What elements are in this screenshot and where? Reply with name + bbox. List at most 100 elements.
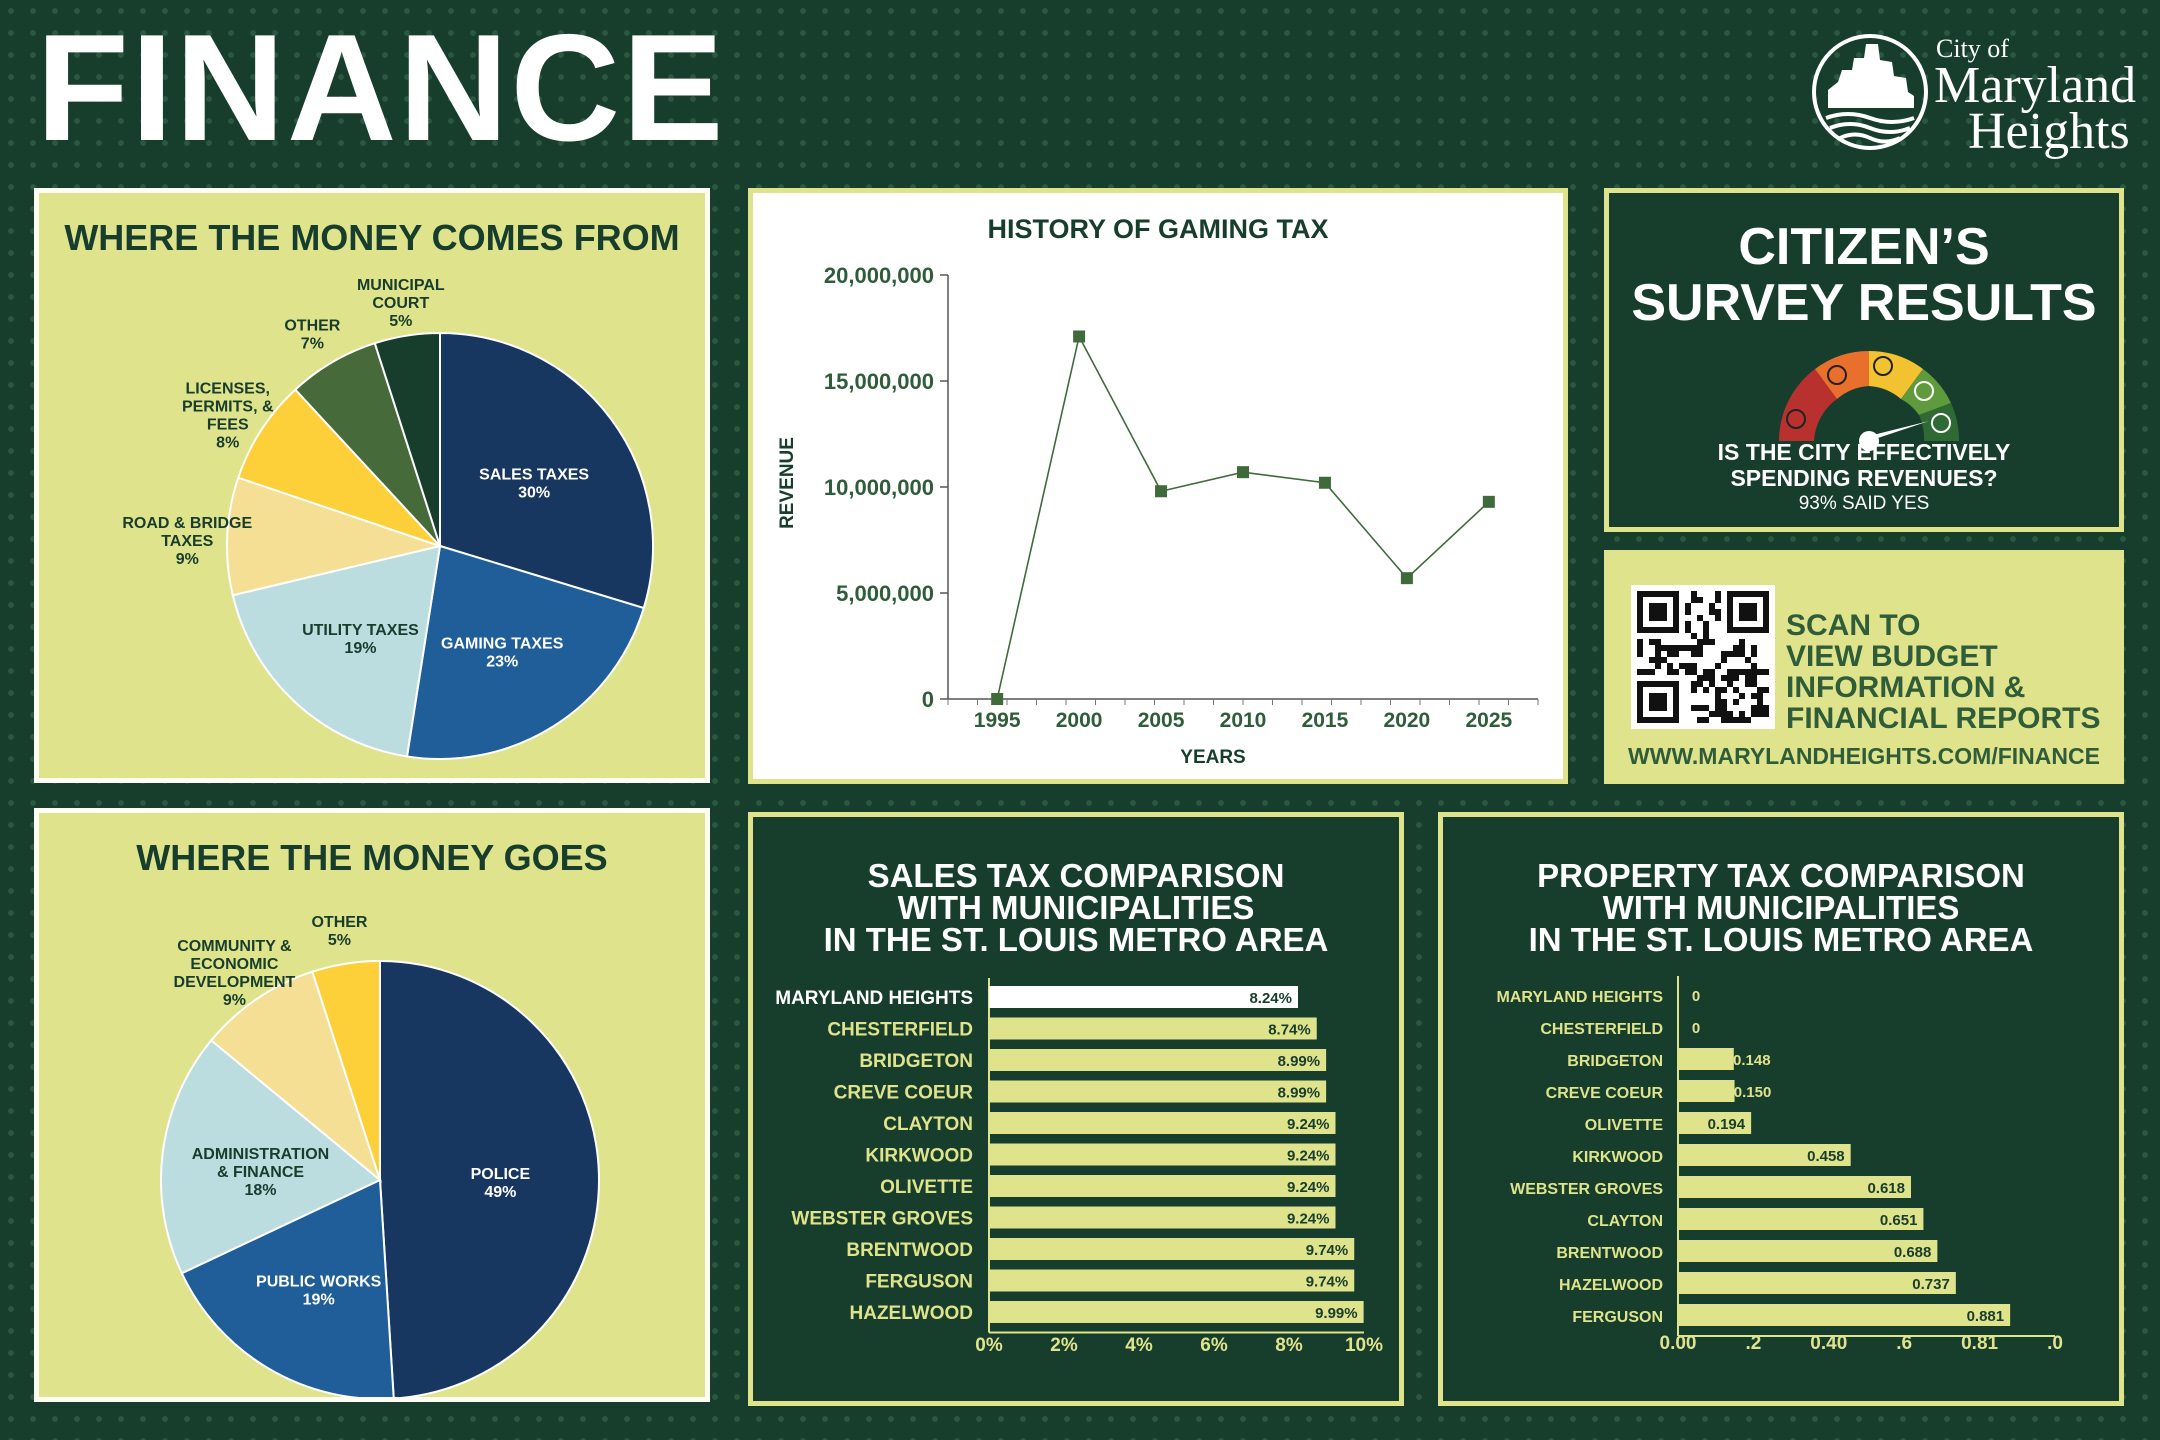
bar-clayton: [1678, 1208, 1924, 1230]
income-panel: WHERE THE MONEY COMES FROM SALES TAXES 30…: [34, 188, 710, 783]
qr-caption: SCAN TO VIEW BUDGET INFORMATION & FINANC…: [1786, 610, 2100, 734]
sales-tax-title-line2: WITH MUNICIPALITIES: [897, 889, 1255, 926]
bar-value-bridgeton: 8.99%: [1278, 1053, 1321, 1070]
property-tax-title-line3: IN THE ST. LOUIS METRO AREA: [1528, 921, 2034, 958]
bar-x-tick-label: .0: [2047, 1333, 2063, 1354]
qr-module: [1709, 609, 1715, 615]
qr-module: [1691, 651, 1697, 657]
qr-module: [1643, 669, 1649, 675]
qr-module: [1697, 615, 1703, 621]
qr-module: [1715, 705, 1721, 711]
qr-module: [1637, 651, 1643, 657]
pie-slice-administration-finance: [160, 1038, 382, 1275]
qr-module: [1703, 705, 1709, 711]
qr-module: [1745, 669, 1751, 675]
qr-module: [1739, 669, 1745, 675]
bar-bridgeton: [1678, 1048, 1734, 1070]
bar-value-ferguson: 9.74%: [1306, 1274, 1349, 1291]
qr-module: [1655, 657, 1661, 663]
qr-module: [1697, 717, 1703, 723]
pie-label-sales-taxes: SALES TAXES 30%: [479, 466, 589, 501]
qr-module: [1751, 645, 1757, 651]
qr-module: [1727, 669, 1733, 675]
pie-slice-utility-taxes: [231, 544, 442, 758]
survey-panel: CITIZEN’S SURVEY RESULTS IS THE CITY EFF…: [1604, 188, 2124, 532]
bar-ferguson: [989, 1269, 1355, 1292]
bar-label-creve-coeur: CREVE COEUR: [834, 1083, 974, 1104]
pie-slice-licenses-permits-fees: [236, 388, 441, 547]
qr-module: [1739, 711, 1745, 717]
qr-module: [1757, 711, 1763, 717]
bar-x-tick-label: 8%: [1275, 1335, 1303, 1356]
qr-module: [1757, 705, 1763, 711]
qr-module: [1667, 669, 1673, 675]
qr-finder-core-3: [1649, 693, 1667, 711]
bar-value-hazelwood: 0.737: [1912, 1276, 1950, 1293]
qr-module: [1751, 651, 1757, 657]
bar-x-tick-label: 0.40: [1810, 1333, 1847, 1354]
qr-module: [1745, 681, 1751, 687]
property-tax-title-line2: WITH MUNICIPALITIES: [1602, 889, 1960, 926]
bar-value-webster-groves: 9.24%: [1287, 1211, 1330, 1228]
qr-module: [1715, 591, 1721, 597]
qr-module: [1721, 651, 1727, 657]
gauge-segment-dark-green: [1919, 403, 1960, 441]
qr-code[interactable]: [1631, 585, 1775, 729]
bar-kirkwood: [1678, 1144, 1851, 1166]
bar-value-clayton: 0.651: [1880, 1212, 1918, 1229]
gauge-hub-icon: [1859, 431, 1879, 451]
bar-label-maryland-heights: MARYLAND HEIGHTS: [775, 988, 973, 1009]
neutral-face-icon: [1873, 356, 1893, 376]
bar-label-ferguson: FERGUSON: [865, 1272, 973, 1293]
gaming-x-axis-label: YEARS: [1180, 747, 1245, 768]
qr-module: [1733, 669, 1739, 675]
pie-slice-other: [311, 959, 381, 1181]
qr-module: [1715, 687, 1721, 693]
smile-face-icon: [1914, 381, 1934, 401]
logo-emblem-icon: [1812, 34, 1928, 150]
qr-module: [1649, 657, 1655, 663]
gauge-segment-yellow: [1869, 351, 1923, 399]
bar-clayton: [989, 1112, 1336, 1134]
bar-value-ferguson: 0.881: [1967, 1308, 2005, 1325]
bar-label-ferguson: FERGUSON: [1572, 1309, 1663, 1326]
qr-module: [1709, 603, 1715, 609]
bar-x-tick-label: 2%: [1050, 1335, 1078, 1356]
qr-module: [1673, 669, 1679, 675]
property-tax-panel: PROPERTY TAX COMPARISON WITH MUNICIPALIT…: [1438, 812, 2124, 1406]
qr-module: [1637, 645, 1643, 651]
bar-value-kirkwood: 9.24%: [1287, 1148, 1330, 1165]
logo-maryland: Maryland: [1934, 57, 2137, 114]
gaming-x-tick-label: 2015: [1302, 709, 1349, 732]
survey-title-line1: CITIZEN’S: [1738, 218, 1990, 276]
bar-x-tick-label: 0%: [975, 1335, 1003, 1356]
bar-label-webster-groves: WEBSTER GROVES: [791, 1209, 973, 1230]
pie-label-other: OTHER 5%: [311, 914, 367, 949]
qr-module: [1679, 645, 1685, 651]
bar-x-tick-label: .2: [1745, 1333, 1761, 1354]
sad-face-icon: [1827, 365, 1847, 385]
bar-olivette: [1678, 1112, 1752, 1134]
qr-module: [1649, 669, 1655, 675]
qr-module: [1691, 681, 1697, 687]
gaming-chart-title: HISTORY OF GAMING TAX: [987, 214, 1328, 244]
gaming-x-tick-label: 2025: [1465, 709, 1512, 732]
pie-label-gaming-taxes: GAMING TAXES 23%: [441, 635, 564, 670]
qr-module: [1715, 699, 1721, 705]
bar-label-clayton: CLAYTON: [883, 1114, 973, 1135]
expense-panel-title: WHERE THE MONEY GOES: [136, 837, 608, 878]
gauge-needle-icon: [1869, 421, 1929, 441]
pie-label-licenses-permits-fees: LICENSES, PERMITS, & FEES 8%: [182, 380, 274, 451]
qr-module: [1763, 669, 1769, 675]
qr-module: [1703, 669, 1709, 675]
qr-module: [1655, 663, 1661, 669]
qr-finder-core-2: [1739, 603, 1757, 621]
qr-url-link[interactable]: WWW.MARYLANDHEIGHTS.COM/FINANCE: [1628, 743, 2100, 769]
qr-module: [1733, 675, 1739, 681]
bar-value-chesterfield: 0: [1692, 1020, 1700, 1037]
qr-module: [1721, 711, 1727, 717]
qr-module: [1751, 705, 1757, 711]
bar-x-tick-label: .6: [1896, 1333, 1912, 1354]
qr-module: [1673, 651, 1679, 657]
bar-label-brentwood: BRENTWOOD: [846, 1240, 973, 1261]
